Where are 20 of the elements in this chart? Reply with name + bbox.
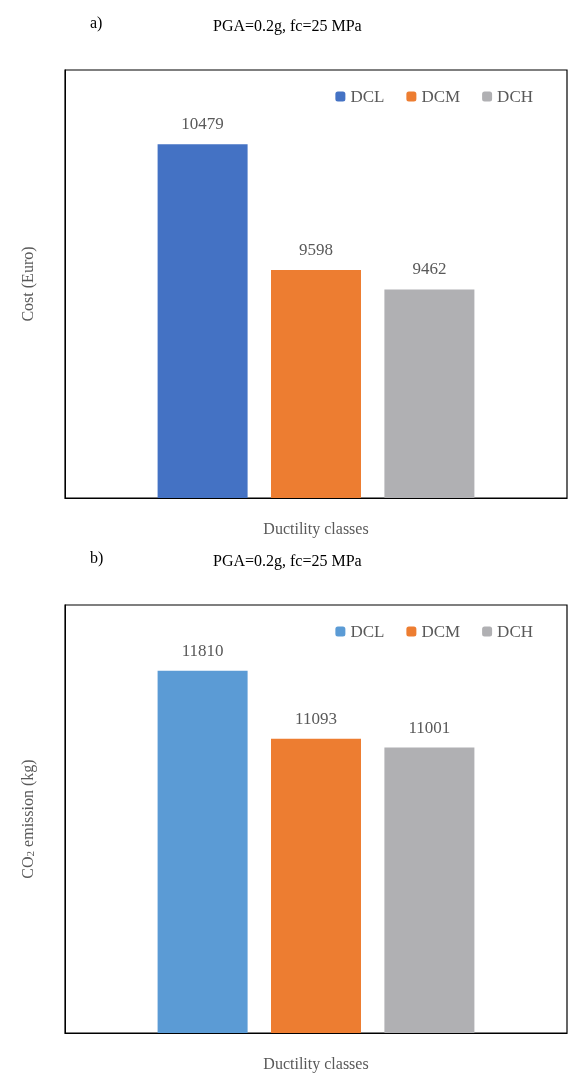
data-label: 11093	[295, 708, 337, 728]
data-label: 9598	[299, 240, 333, 260]
legend-label: DCM	[421, 87, 461, 106]
data-label: 10479	[181, 114, 224, 134]
x-axis-title: Ductility classes	[263, 1054, 369, 1073]
y-axis-title: Cost (Euro)	[18, 246, 37, 322]
legend-label: DCL	[350, 87, 385, 106]
text: b)	[90, 548, 104, 567]
chart-title: PGA=0.2g, fc=25 MPa	[213, 16, 362, 35]
chart-title: PGA=0.2g, fc=25 MPa	[213, 551, 362, 570]
data-label: 9462	[412, 259, 447, 279]
x-axis-title: Ductility classes	[263, 519, 369, 538]
legend-label: DCH	[497, 87, 534, 106]
data-label: 11810	[181, 640, 224, 660]
legend-label: DCH	[497, 622, 534, 641]
y-axis-title: CO2 emission (kg)	[18, 759, 37, 879]
legend-label: DCM	[421, 622, 461, 641]
text: a)	[90, 13, 103, 32]
legend-label: DCL	[350, 622, 385, 641]
data-label: 11001	[408, 717, 451, 737]
